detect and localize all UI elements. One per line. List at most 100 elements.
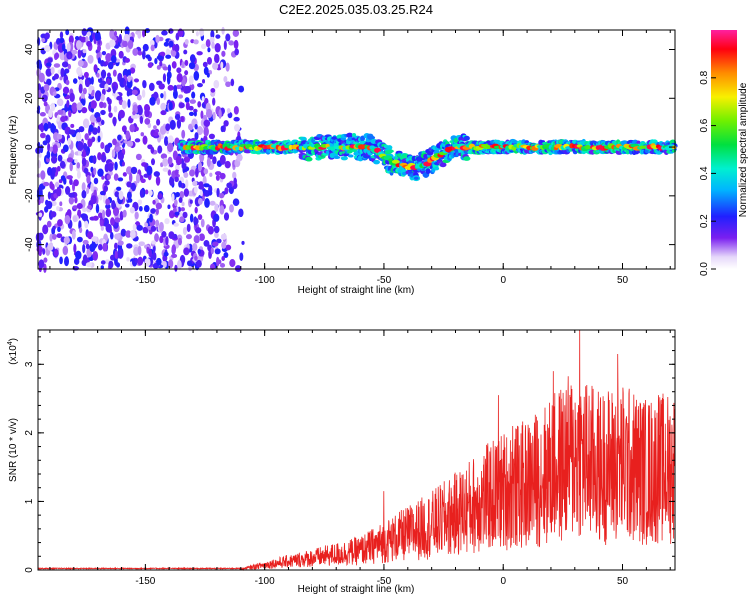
noise-blob [68,110,72,118]
noise-blob [38,124,43,130]
noise-blob [91,136,96,143]
noise-blob [45,68,52,77]
noise-blob [74,158,78,164]
noise-blob [44,44,51,53]
noise-blob [76,236,83,243]
noise-blob [156,97,161,106]
noise-blob [168,259,174,269]
noise-blob [181,61,185,69]
noise-blob [220,61,224,70]
noise-blob [165,54,172,59]
noise-blob [202,175,207,186]
noise-blob [228,40,235,46]
noise-blob [188,75,194,85]
noise-blob [162,66,169,71]
noise-blob [163,136,169,147]
spectrogram-x-tick-label: -100 [255,275,275,286]
noise-blob [52,225,56,231]
colorbar-tick-label: 0.2 [699,214,710,228]
noise-blob [59,256,63,265]
noise-blob [88,124,94,132]
noise-blob [168,40,174,48]
noise-blob [93,167,97,176]
noise-blob [199,189,203,197]
noise-blob [96,116,102,123]
noise-blob [159,235,164,244]
noise-blob [75,250,82,260]
noise-blob [113,105,118,113]
noise-blob [93,177,99,185]
noise-blob [49,181,54,190]
noise-blob [212,241,219,247]
noise-blob [149,256,154,266]
noise-blob [177,237,183,246]
noise-blob [56,206,60,211]
noise-blob [92,127,98,135]
noise-blob [114,161,118,171]
noise-blob [105,198,111,206]
noise-blob [78,227,83,234]
noise-blob [126,243,133,249]
noise-blob [57,226,61,232]
noise-blob [112,116,117,126]
noise-blob [189,54,196,63]
noise-blob [51,167,56,174]
tonal-halo-blob [340,156,348,161]
spectrogram-y-axis-label: Frequency (Hz) [8,116,19,185]
noise-blob [210,247,214,255]
noise-blob [108,103,112,113]
noise-blob [97,77,103,84]
noise-blob [183,188,190,197]
noise-blob [193,108,198,113]
spectrogram-panel: -150 -100 -50 0 50 -40 -20 0 20 40 Height of str… [8,26,678,296]
noise-blob [140,132,145,137]
noise-blob [171,61,177,69]
spectrogram-x-tick-label: -50 [377,275,392,286]
noise-blob [64,214,71,225]
tonal-halo-blob [425,168,431,175]
noise-blob [143,204,150,213]
noise-blob [200,110,204,119]
noise-blob [38,212,43,218]
noise-blob [54,52,60,59]
noise-blob [92,251,99,261]
noise-blob [144,118,151,125]
noise-blob [106,78,111,85]
noise-blob [72,215,77,223]
noise-blob [87,204,92,210]
noise-blob [184,85,192,94]
noise-blob [216,256,220,267]
noise-blob [64,256,69,266]
tonal-halo-blob [413,176,419,180]
noise-blob [194,132,199,140]
noise-blob [207,47,211,53]
noise-blob [206,72,210,78]
noise-blob [147,62,153,68]
noise-blob [168,101,173,111]
noise-blob [57,109,64,115]
noise-blob [100,225,104,231]
noise-blob [135,173,141,184]
noise-blob [193,70,200,81]
noise-blob [61,61,69,68]
noise-blob [156,257,162,266]
noise-blob [36,59,42,67]
noise-blob [42,140,48,146]
spectrogram-x-tick-label: 0 [500,275,506,286]
noise-blob [38,152,42,158]
noise-blob [72,205,79,210]
noise-blob [118,190,124,201]
noise-blob [76,102,83,111]
noise-blob [122,172,127,177]
noise-blob [179,190,185,199]
noise-blob [123,80,127,87]
noise-blob [177,259,182,270]
snr-x-tick-label: 50 [617,576,629,587]
noise-blob [95,92,101,102]
noise-blob [111,199,116,210]
noise-blob [114,217,121,223]
noise-blob [40,132,46,139]
noise-blob [196,259,202,268]
noise-blob [110,55,117,64]
noise-blob [206,157,211,168]
